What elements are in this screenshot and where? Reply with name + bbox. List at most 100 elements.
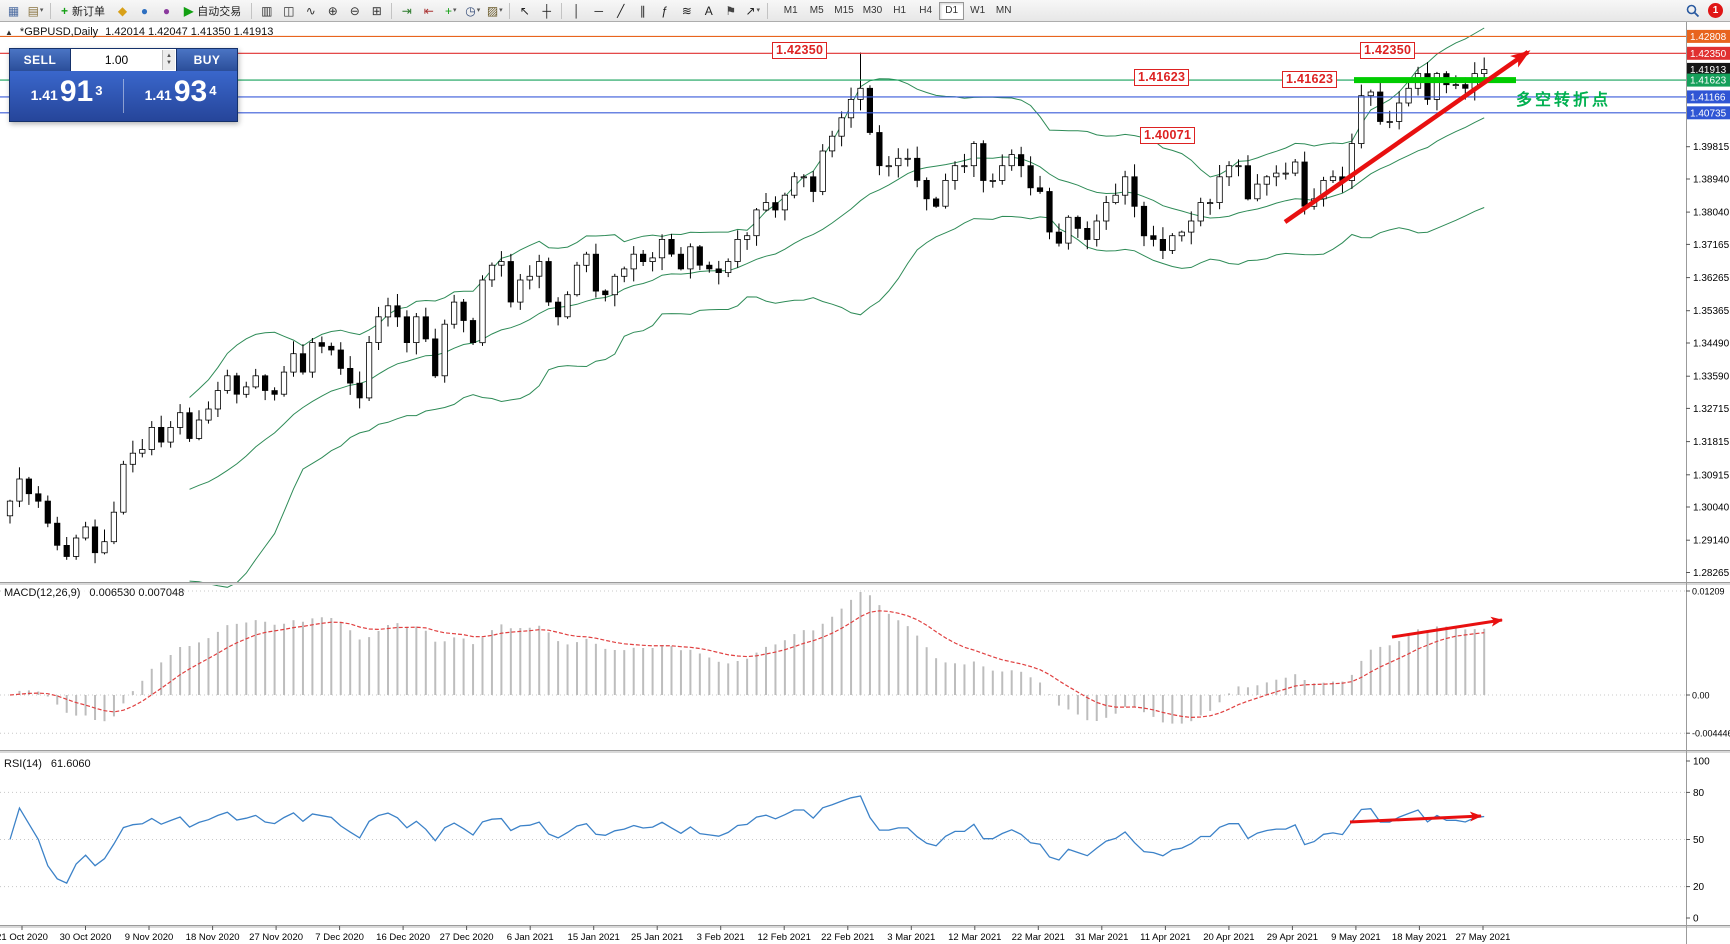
buy-price-display[interactable]: 1.41 93 4 bbox=[124, 75, 237, 114]
cn-annotation[interactable]: 多空转折点 bbox=[1516, 92, 1612, 109]
date-axis-label: 27 Nov 2020 bbox=[249, 932, 303, 943]
rsi-axis-label: 50 bbox=[1693, 835, 1705, 846]
shapes-icon[interactable]: ≋ bbox=[681, 3, 692, 18]
candle-body bbox=[1008, 154, 1015, 167]
timeframe-h1[interactable]: H1 bbox=[893, 5, 907, 16]
arrows-icon[interactable]: ↗ ▾ bbox=[745, 3, 761, 18]
timeframe-m5[interactable]: M5 bbox=[809, 5, 824, 16]
candle-body bbox=[1112, 194, 1119, 203]
candle-body bbox=[1462, 84, 1469, 89]
date-axis-label: 30 Oct 2020 bbox=[60, 932, 112, 943]
date-axis-label: 21 Oct 2020 bbox=[0, 932, 48, 943]
periods-icon[interactable]: ◷ ▾ bbox=[465, 3, 481, 18]
candle-body bbox=[498, 261, 505, 266]
vertical-line-icon[interactable]: │ bbox=[573, 3, 581, 18]
buy-button[interactable]: BUY bbox=[177, 49, 237, 71]
community-icon[interactable]: ● bbox=[162, 3, 171, 18]
cursor-icon[interactable]: ↖ bbox=[519, 3, 530, 18]
sell-button[interactable]: SELL bbox=[10, 49, 70, 71]
profiles-icon[interactable]: ▤ ▾ bbox=[27, 3, 44, 18]
timeframe-w1[interactable]: W1 bbox=[970, 5, 986, 16]
dropdown-arrow-icon: ▾ bbox=[476, 7, 481, 14]
price-axis-tag bbox=[1687, 29, 1730, 43]
trend-arrow-rsi[interactable] bbox=[1349, 811, 1482, 824]
metaeditor-icon[interactable]: ◆ bbox=[117, 3, 128, 18]
volume-stepper[interactable]: ▲ ▼ bbox=[162, 50, 175, 70]
horizontal-line-icon[interactable]: ─ bbox=[594, 3, 603, 18]
main-toolbar: ▦ ▤ ▾ + 新订单 ◆ ● ● ▶ 自动交易 ▥ ◫ ∿ ⊕ ⊖ ⊞ ⇥ ⇤ + ▾ ◷ ▾ ▨ ▾ ↖ ┼ │ ─ ╱ ∥ ƒ ≋ A ⚑ ↗… bbox=[0, 0, 1730, 22]
candle-body bbox=[44, 500, 51, 524]
buy-price-big: 93 bbox=[173, 75, 208, 108]
dropdown-arrow-icon: ▾ bbox=[756, 7, 761, 14]
new-chart-icon[interactable]: ▦ bbox=[7, 3, 20, 18]
timeframe-m30[interactable]: M30 bbox=[862, 5, 883, 16]
chart-shift-icon[interactable]: ⇤ bbox=[423, 3, 434, 18]
candlestick-chart-icon[interactable]: ◫ bbox=[283, 3, 295, 18]
toolbar-separator bbox=[50, 2, 51, 19]
line-chart-icon[interactable]: ∿ bbox=[305, 3, 316, 18]
candle-body bbox=[1122, 176, 1129, 196]
price-axis-tag bbox=[1687, 62, 1730, 76]
candle-body bbox=[611, 275, 618, 296]
indicators-icon[interactable]: + ▾ bbox=[444, 3, 457, 18]
zoom-out-icon[interactable]: ⊖ bbox=[349, 3, 360, 18]
price-callout[interactable]: 1.41623 bbox=[1282, 71, 1338, 88]
autotrading-button[interactable]: ▶ 自动交易 bbox=[178, 1, 247, 20]
new-order-button[interactable]: + 新订单 bbox=[55, 1, 111, 20]
rsi-line bbox=[9, 795, 1485, 884]
search-icon[interactable] bbox=[1682, 1, 1703, 20]
trend-arrow-price[interactable] bbox=[1283, 50, 1531, 224]
notification-badge[interactable]: 1 bbox=[1708, 3, 1723, 18]
candle-body bbox=[658, 238, 666, 259]
sell-price-display[interactable]: 1.41 91 3 bbox=[10, 77, 123, 114]
candle-body bbox=[1329, 176, 1337, 181]
market-icon[interactable]: ● bbox=[140, 3, 149, 18]
candle-body bbox=[744, 235, 751, 240]
timeframe-m15[interactable]: M15 bbox=[834, 5, 854, 16]
candle-body bbox=[951, 165, 959, 181]
volume-input[interactable] bbox=[71, 49, 176, 71]
macd-signal-line bbox=[9, 610, 1485, 719]
auto-scroll-icon[interactable]: ⇥ bbox=[401, 3, 412, 18]
templates-icon[interactable]: ▨ ▾ bbox=[486, 3, 503, 18]
trend-arrows bbox=[1283, 50, 1531, 824]
panel-separator[interactable] bbox=[0, 750, 1730, 751]
timeframe-d1[interactable]: D1 bbox=[939, 1, 965, 20]
support-zone-bar[interactable] bbox=[1354, 77, 1516, 84]
price-callout[interactable]: 1.42350 bbox=[772, 42, 828, 59]
timeframe-m1[interactable]: M1 bbox=[783, 5, 798, 16]
candle-body bbox=[1244, 165, 1251, 200]
macd-panel bbox=[0, 590, 1686, 734]
timeframe-h4[interactable]: H4 bbox=[919, 5, 933, 16]
price-callout[interactable]: 1.40071 bbox=[1140, 127, 1196, 144]
candle-body bbox=[1225, 165, 1233, 178]
date-axis-label: 15 Jan 2021 bbox=[568, 932, 620, 943]
price-callout[interactable]: 1.42350 bbox=[1360, 42, 1416, 59]
toolbar-separator bbox=[251, 2, 253, 19]
text-icon[interactable]: A bbox=[704, 3, 713, 18]
price-callout[interactable]: 1.41623 bbox=[1134, 69, 1190, 86]
text-label-icon[interactable]: ⚑ bbox=[725, 3, 737, 18]
sell-price-main: 1.41 bbox=[30, 87, 58, 103]
stepper-up-icon[interactable]: ▲ bbox=[166, 53, 172, 59]
candle-body bbox=[101, 541, 108, 554]
timeframe-mn[interactable]: MN bbox=[995, 5, 1012, 16]
trendline-icon[interactable]: ╱ bbox=[617, 3, 625, 18]
panel-separator[interactable] bbox=[0, 582, 1730, 583]
panel-separator[interactable] bbox=[0, 925, 1730, 926]
fibonacci-icon[interactable]: ƒ bbox=[661, 3, 669, 18]
tile-windows-icon[interactable]: ⊞ bbox=[371, 3, 382, 18]
bar-chart-icon[interactable]: ▥ bbox=[261, 3, 273, 18]
crosshair-icon[interactable]: ┼ bbox=[542, 3, 551, 18]
candle-body bbox=[120, 463, 127, 513]
price-axis-tag-label: 1.40735 bbox=[1690, 108, 1727, 119]
candle-body bbox=[422, 316, 429, 340]
stepper-down-icon[interactable]: ▼ bbox=[166, 60, 172, 66]
zoom-in-icon[interactable]: ⊕ bbox=[327, 3, 338, 18]
candle-body bbox=[1197, 202, 1204, 222]
channel-icon[interactable]: ∥ bbox=[639, 3, 646, 18]
candle-body bbox=[914, 157, 921, 181]
trend-arrow-macd[interactable] bbox=[1391, 616, 1503, 639]
rsi-name: RSI(14) bbox=[4, 758, 42, 770]
rsi-value: 61.6060 bbox=[50, 758, 91, 770]
